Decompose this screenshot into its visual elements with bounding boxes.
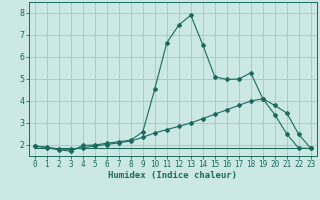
X-axis label: Humidex (Indice chaleur): Humidex (Indice chaleur) — [108, 171, 237, 180]
